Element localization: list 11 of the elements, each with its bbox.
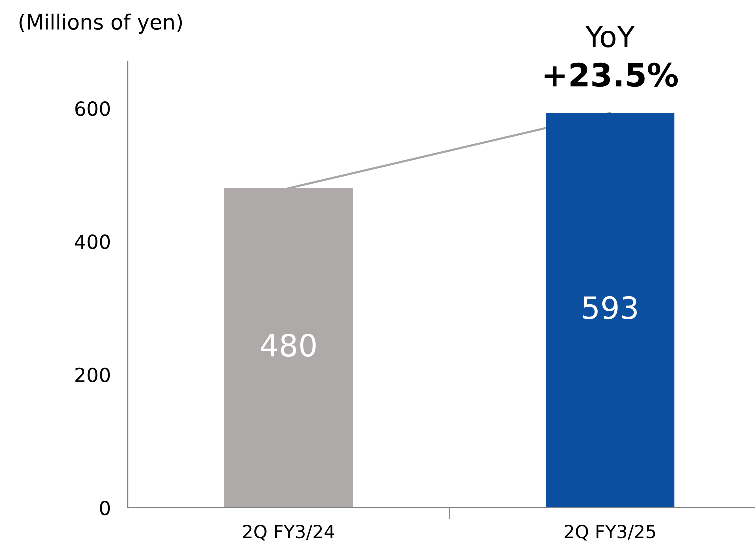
y-tick-label: 400 [75,234,110,250]
text: YoY [585,26,636,48]
y-tick-label: 600 [76,102,110,116]
data-label: 593 [584,296,638,320]
x-tick-label: 2Q FY3/25 [564,524,656,541]
data-label: 480 [261,334,316,358]
y-axis-title: (Millions of yen) [20,14,182,34]
x-tick-label: 2Q FY3/24 [243,524,334,541]
y-tick-label: 200 [76,368,110,383]
annotation: +23.5% [544,62,678,88]
y-tick-label: 0 [100,500,110,516]
